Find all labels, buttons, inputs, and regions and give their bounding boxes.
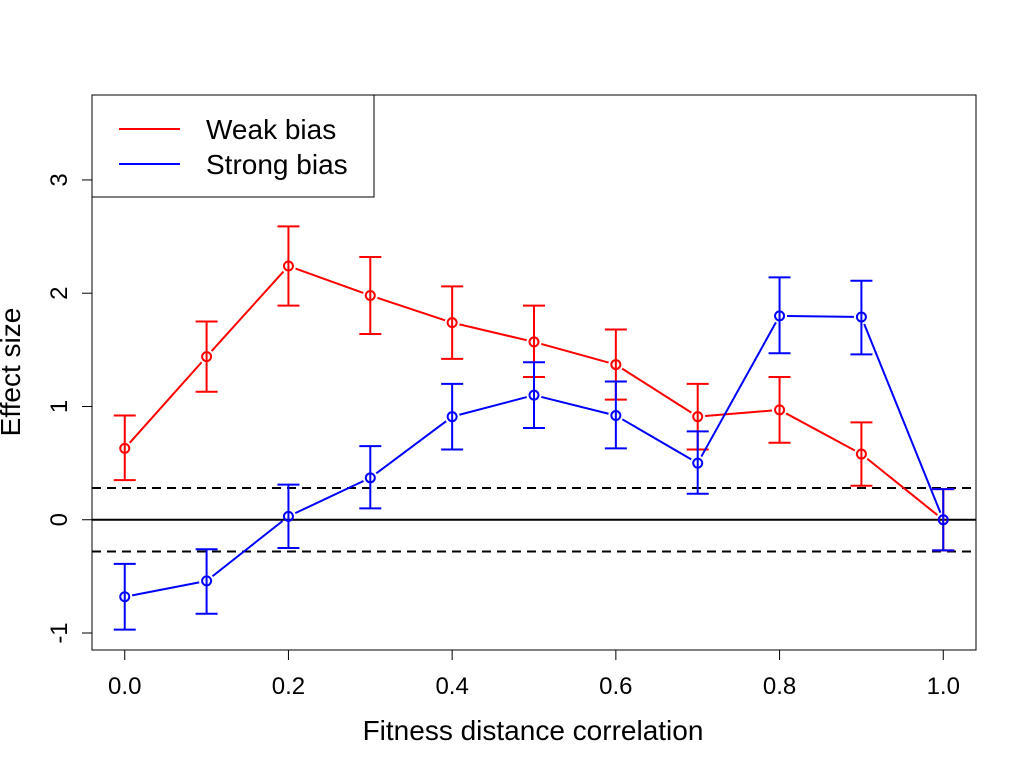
weak-bias-line-segment — [540, 342, 609, 364]
strong-bias-point — [774, 310, 786, 322]
weak-bias-line-segment — [295, 267, 364, 294]
strong-bias-line-segment — [375, 420, 447, 475]
weak-bias-line-segment — [128, 361, 203, 444]
weak-bias-line-segment — [785, 412, 856, 452]
x-tick-label: 0.8 — [763, 673, 796, 700]
x-axis: 0.0 0.2 0.4 0.6 0.8 1.0 — [108, 649, 960, 700]
x-axis-label: Fitness distance correlation — [363, 715, 704, 746]
strong-bias-line-segment — [700, 321, 777, 458]
weak-bias-point — [282, 260, 294, 272]
strong-bias-line-segment — [131, 581, 200, 597]
weak-bias-line-segment — [459, 323, 527, 342]
y-axis: -1 0 1 2 3 — [46, 173, 93, 644]
weak-bias-point — [774, 404, 786, 416]
strong-bias-point — [528, 389, 540, 401]
weak-bias-point — [528, 336, 540, 348]
strong-bias-point — [937, 514, 949, 526]
y-axis-label: Effect size — [0, 308, 26, 437]
legend-box — [91, 94, 375, 198]
weak-bias-line-segment — [621, 367, 692, 414]
weak-bias-point — [610, 359, 622, 371]
strong-bias-line-segment — [541, 395, 609, 415]
strong-bias-point — [855, 311, 867, 323]
legend: Weak bias Strong bias — [91, 94, 375, 198]
y-tick-label: 3 — [46, 173, 73, 186]
y-tick-label: 2 — [46, 287, 73, 300]
weak-bias-point — [855, 448, 867, 460]
legend-label-strong-bias: Strong bias — [206, 149, 348, 180]
series-layer — [113, 225, 955, 631]
strong-bias-line-segment — [459, 396, 528, 416]
strong-bias-line-segment — [787, 314, 854, 318]
weak-bias-line-segment — [377, 296, 446, 322]
strong-bias-line-segment — [211, 520, 284, 578]
strong-bias-point — [119, 591, 131, 603]
weak-bias-point — [364, 289, 376, 301]
y-tick-label: -1 — [46, 622, 73, 643]
y-tick-label: 0 — [46, 513, 73, 526]
weak-bias-point — [201, 351, 213, 363]
strong-bias-point — [692, 457, 704, 469]
strong-bias-line-segment — [621, 418, 692, 461]
strong-bias-line-segment — [294, 480, 364, 515]
x-tick-label: 0.2 — [272, 673, 305, 700]
weak-bias-point — [692, 411, 704, 423]
x-tick-label: 0.0 — [108, 673, 141, 700]
weak-bias-line-segment — [866, 457, 939, 516]
strong-bias-point — [446, 411, 458, 423]
y-tick-label: 1 — [46, 400, 73, 413]
x-tick-label: 0.4 — [435, 673, 468, 700]
reference-lines — [92, 487, 976, 553]
strong-bias-point — [201, 575, 213, 587]
weak-bias-line-segment — [705, 409, 773, 418]
strong-bias-point — [610, 410, 622, 422]
weak-bias-point — [446, 317, 458, 329]
strong-bias-line-segment — [863, 323, 942, 514]
x-tick-label: 0.6 — [599, 673, 632, 700]
strong-bias-point — [364, 472, 376, 484]
x-tick-label: 1.0 — [927, 673, 960, 700]
legend-label-weak-bias: Weak bias — [206, 114, 336, 145]
strong-bias-point — [282, 510, 294, 522]
strong-bias-series — [113, 276, 955, 631]
weak-bias-line-segment — [210, 270, 285, 352]
weak-bias-point — [119, 442, 131, 454]
